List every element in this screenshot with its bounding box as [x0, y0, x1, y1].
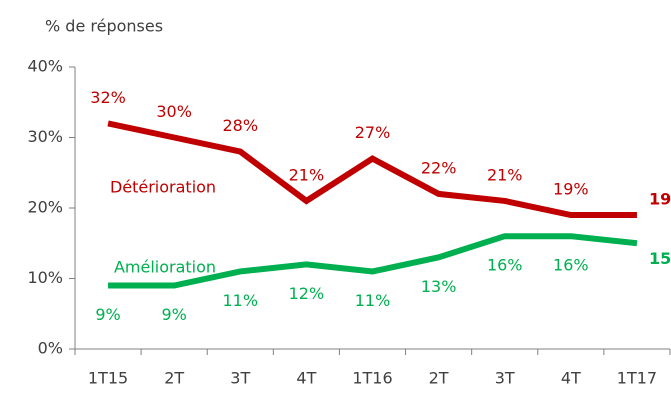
data-label: 19% [649, 190, 671, 209]
data-label: 16% [487, 256, 523, 275]
data-label: 13% [421, 277, 457, 296]
x-tick-label: 3T [495, 369, 515, 388]
x-tick-label: 4T [296, 369, 316, 388]
data-label: 22% [421, 158, 457, 177]
y-tick-label: 40% [27, 57, 63, 76]
data-label: 27% [355, 123, 391, 142]
x-tick-label: 1T17 [617, 369, 657, 388]
data-label: 12% [289, 284, 325, 303]
series-name: Amélioration [114, 258, 216, 277]
data-label: 21% [289, 165, 325, 184]
data-label: 9% [161, 305, 186, 324]
data-label: 19% [553, 180, 589, 199]
data-label: 32% [90, 88, 126, 107]
data-label: 11% [355, 291, 391, 310]
data-label: 21% [487, 165, 523, 184]
x-tick-label: 1T15 [88, 369, 128, 388]
y-tick-label: 20% [27, 198, 63, 217]
x-tick-label: 2T [164, 369, 184, 388]
series-name: Détérioration [110, 178, 216, 197]
data-label: 9% [95, 305, 120, 324]
y-tick-label: 0% [38, 339, 63, 358]
data-label: 11% [222, 291, 258, 310]
x-tick-label: 3T [230, 369, 250, 388]
data-label: 16% [553, 256, 589, 275]
x-tick-label: 1T16 [352, 369, 392, 388]
x-tick-label: 4T [561, 369, 581, 388]
data-label: 15% [649, 249, 671, 268]
data-label: 30% [156, 102, 192, 121]
x-tick-label: 2T [429, 369, 449, 388]
data-label: 28% [222, 116, 258, 135]
y-axis-label: % de réponses [45, 17, 163, 36]
series-line [107, 120, 637, 219]
series-line [108, 233, 638, 289]
y-tick-label: 30% [27, 127, 63, 146]
y-tick-label: 10% [27, 268, 63, 287]
